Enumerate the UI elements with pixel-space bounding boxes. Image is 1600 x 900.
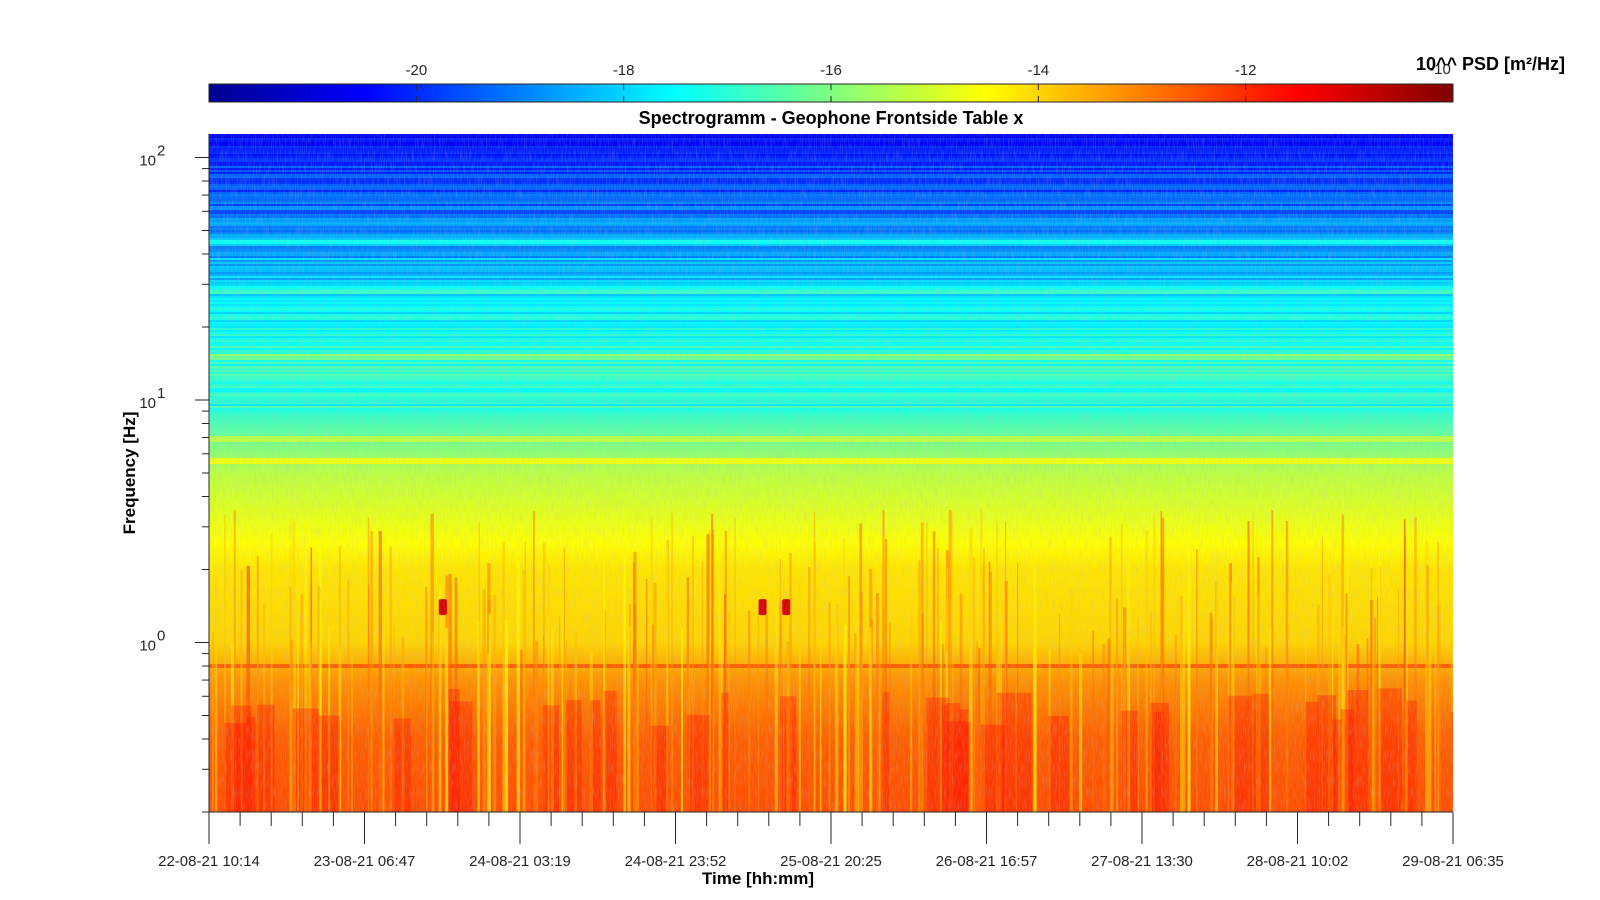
colorbar-tick-label: -16 — [820, 62, 842, 79]
y-tick-label: 10 — [139, 638, 156, 655]
x-tick-label: 24-08-21 03:19 — [469, 853, 571, 870]
colorbar-tick-label: -12 — [1235, 62, 1257, 79]
texture-grain — [209, 134, 1453, 812]
x-tick-label: 27-08-21 13:30 — [1091, 853, 1193, 870]
y-tick-exponent: 1 — [157, 385, 165, 402]
colorbar-tick-label: -20 — [405, 62, 427, 79]
y-axis-label: Frequency [Hz] — [120, 412, 139, 535]
x-tick-label: 24-08-21 23:52 — [625, 853, 727, 870]
x-axis-label: Time [hh:mm] — [702, 869, 814, 888]
colorbar-tick-label: -14 — [1027, 62, 1049, 79]
colorbar-label: 10^^ PSD [m²/Hz] — [1416, 54, 1565, 74]
x-tick-label: 26-08-21 16:57 — [936, 853, 1038, 870]
colorbar-overlap-label: -10 — [1429, 61, 1451, 78]
x-tick-label: 29-08-21 06:35 — [1402, 853, 1504, 870]
y-tick-exponent: 0 — [157, 628, 165, 645]
y-tick-exponent: 2 — [157, 143, 165, 160]
colorbar-ticks: -20 -18 -16 -14 -12 — [405, 62, 1257, 102]
spectrogram-plot-area — [209, 134, 1453, 812]
chart-title: Spectrogramm - Geophone Frontside Table … — [639, 108, 1024, 128]
y-tick-label: 10 — [139, 153, 156, 170]
x-tick-label: 22-08-21 10:14 — [158, 853, 260, 870]
colorbar-tick-label: -18 — [613, 62, 635, 79]
x-tick-label: 28-08-21 10:02 — [1247, 853, 1349, 870]
x-tick-label: 25-08-21 20:25 — [780, 853, 882, 870]
x-axis: 22-08-21 10:14 23-08-21 06:47 24-08-21 03:… — [158, 811, 1504, 870]
x-tick-label: 23-08-21 06:47 — [314, 853, 416, 870]
y-tick-label: 10 — [139, 395, 156, 412]
